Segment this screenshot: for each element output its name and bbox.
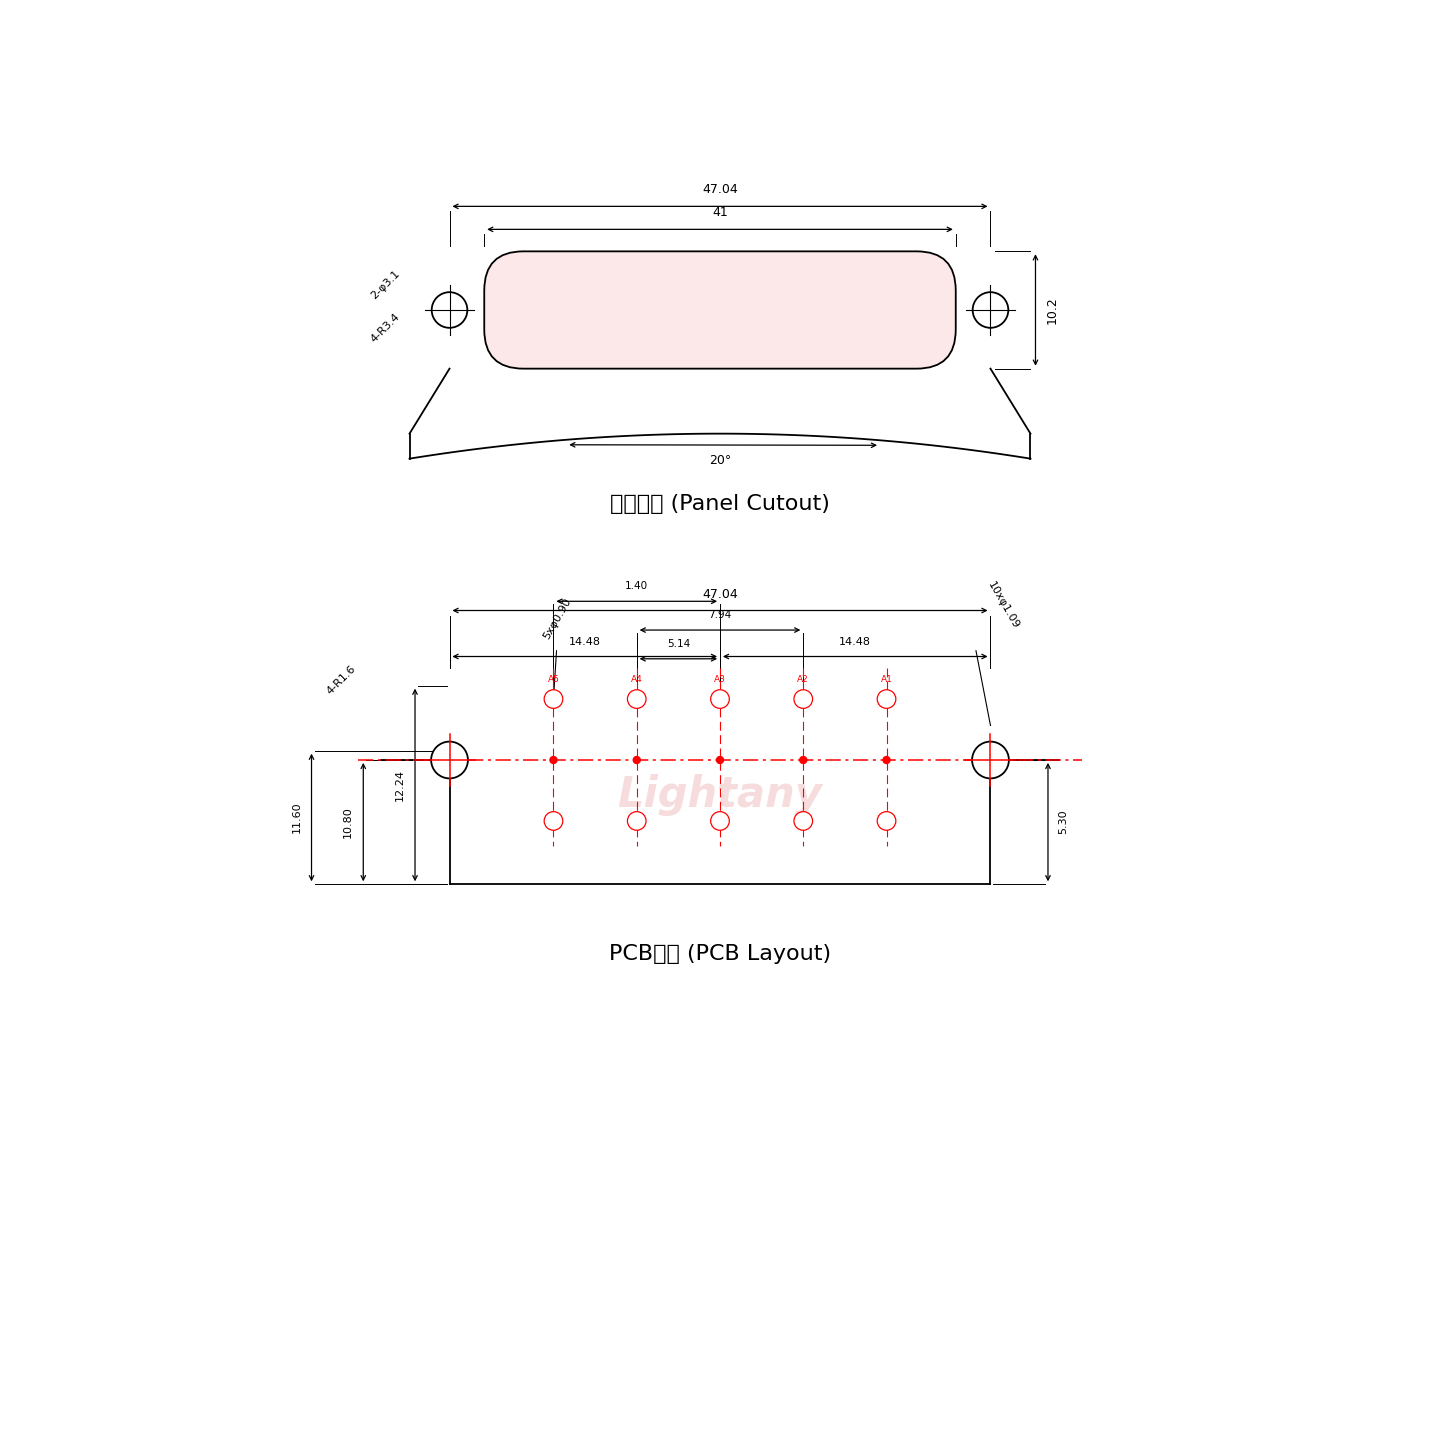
Text: 2-φ3.1: 2-φ3.1 [369, 269, 402, 301]
Text: 47.04: 47.04 [703, 183, 737, 196]
Text: 5xφ0.90: 5xφ0.90 [541, 596, 573, 641]
Circle shape [550, 756, 557, 763]
Circle shape [799, 756, 806, 763]
Text: A5: A5 [547, 675, 559, 684]
Text: 12.24: 12.24 [395, 769, 405, 801]
Circle shape [432, 292, 468, 328]
Circle shape [793, 812, 812, 831]
Circle shape [634, 756, 641, 763]
Text: 4-R1.6: 4-R1.6 [324, 662, 357, 696]
Text: 47.04: 47.04 [703, 588, 737, 600]
Text: 10.80: 10.80 [343, 806, 353, 838]
Text: 10xφ1.09: 10xφ1.09 [986, 580, 1021, 631]
Text: 5.30: 5.30 [1058, 809, 1068, 834]
Circle shape [628, 690, 647, 708]
Circle shape [972, 292, 1008, 328]
Circle shape [877, 690, 896, 708]
Text: A4: A4 [631, 675, 642, 684]
Text: 11.60: 11.60 [291, 802, 301, 834]
Text: A1: A1 [881, 675, 893, 684]
Text: 14.48: 14.48 [840, 636, 871, 647]
Text: 10.2: 10.2 [1045, 297, 1058, 324]
Circle shape [544, 690, 563, 708]
Circle shape [711, 812, 729, 831]
Text: A2: A2 [798, 675, 809, 684]
Text: 7.94: 7.94 [708, 611, 732, 621]
Circle shape [877, 812, 896, 831]
Circle shape [431, 742, 468, 779]
Text: 14.48: 14.48 [569, 636, 600, 647]
Text: 5.14: 5.14 [667, 639, 690, 649]
Text: 41: 41 [713, 206, 727, 219]
Text: 1.40: 1.40 [625, 582, 648, 592]
Circle shape [711, 690, 729, 708]
FancyBboxPatch shape [484, 252, 956, 369]
Circle shape [717, 756, 723, 763]
Text: 4-R3.4: 4-R3.4 [369, 311, 402, 344]
Text: A3: A3 [714, 675, 726, 684]
Circle shape [793, 690, 812, 708]
Circle shape [883, 756, 890, 763]
Circle shape [972, 742, 1009, 779]
Text: PCB布局 (PCB Layout): PCB布局 (PCB Layout) [609, 945, 831, 965]
Text: Lightany: Lightany [611, 294, 829, 337]
Circle shape [544, 812, 563, 831]
Text: 面板开孔 (Panel Cutout): 面板开孔 (Panel Cutout) [611, 494, 829, 514]
Text: Lightany: Lightany [618, 773, 822, 815]
Text: 20°: 20° [708, 454, 732, 467]
Circle shape [628, 812, 647, 831]
